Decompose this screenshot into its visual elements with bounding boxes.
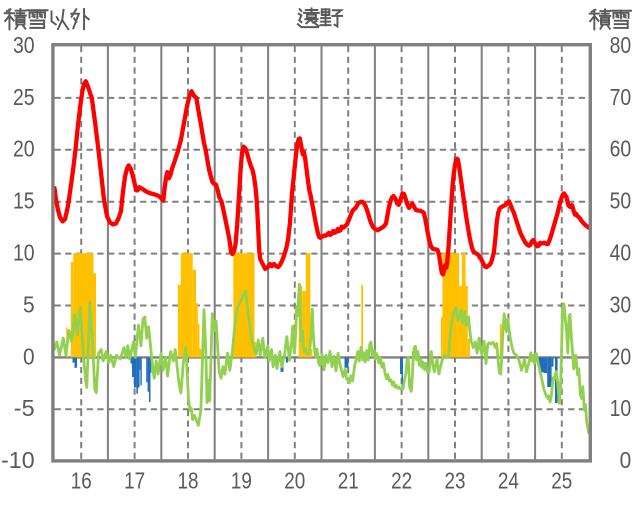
svg-text:10: 10	[610, 395, 632, 421]
svg-text:0: 0	[23, 343, 35, 369]
svg-text:18: 18	[178, 468, 199, 494]
svg-text:15: 15	[13, 188, 35, 214]
svg-text:50: 50	[610, 188, 632, 214]
svg-text:16: 16	[71, 468, 92, 494]
svg-text:80: 80	[610, 32, 632, 58]
svg-text:5: 5	[23, 291, 35, 317]
svg-text:20: 20	[13, 136, 35, 162]
svg-text:30: 30	[610, 291, 632, 317]
svg-text:17: 17	[124, 468, 145, 494]
svg-text:24: 24	[498, 468, 519, 494]
svg-text:30: 30	[13, 32, 35, 58]
svg-text:22: 22	[391, 468, 412, 494]
svg-text:10: 10	[13, 240, 35, 266]
svg-text:20: 20	[284, 468, 305, 494]
svg-text:19: 19	[231, 468, 252, 494]
svg-text:40: 40	[610, 240, 632, 266]
svg-text:-5: -5	[14, 395, 35, 421]
svg-text:25: 25	[13, 84, 35, 110]
svg-text:23: 23	[445, 468, 466, 494]
svg-text:60: 60	[610, 136, 632, 162]
svg-text:0: 0	[620, 447, 632, 473]
svg-text:70: 70	[610, 84, 632, 110]
svg-text:21: 21	[338, 468, 359, 494]
svg-text:20: 20	[610, 343, 632, 369]
svg-text:25: 25	[551, 468, 572, 494]
svg-text:-10: -10	[1, 447, 35, 473]
